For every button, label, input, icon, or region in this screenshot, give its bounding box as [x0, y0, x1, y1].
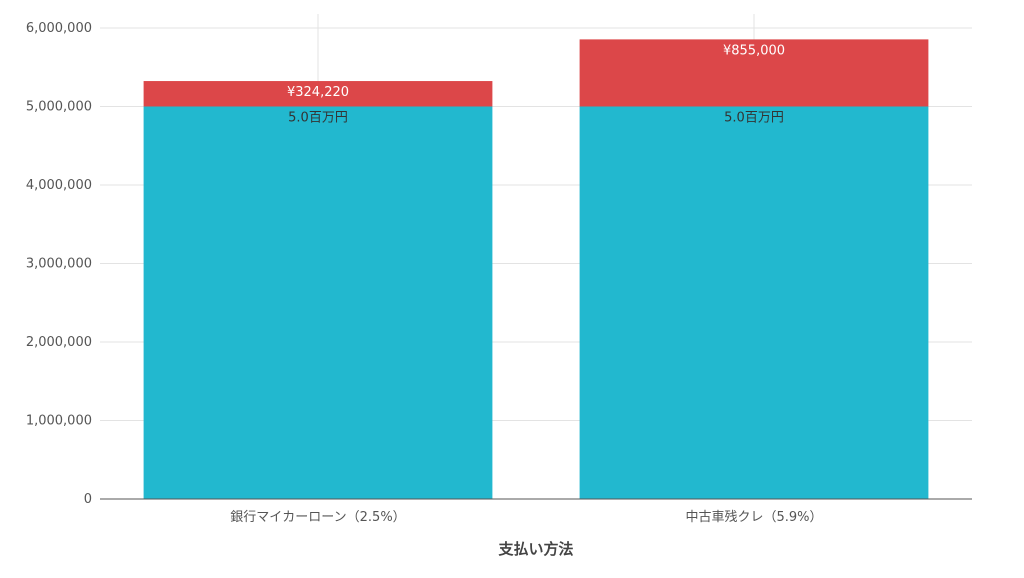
y-tick-label: 3,000,000: [26, 257, 92, 272]
bar-segment: [579, 39, 929, 107]
x-tick-label: 銀行マイカーローン（2.5%）: [230, 510, 405, 525]
data-label: ¥324,220: [287, 85, 349, 100]
y-tick-label: 0: [84, 492, 92, 507]
data-label: 5.0百万円: [724, 111, 784, 126]
y-tick-label: 2,000,000: [26, 335, 92, 350]
y-tick-label: 5,000,000: [26, 100, 92, 115]
bar-segment: [579, 106, 929, 499]
data-label: ¥855,000: [723, 43, 785, 58]
bar-segment: [143, 81, 493, 107]
label-layer: 5.0百万円 5.0百万円 ¥324,220 ¥855,000: [287, 43, 785, 125]
y-tick-label: 6,000,000: [26, 21, 92, 36]
y-tick-label: 1,000,000: [26, 414, 92, 429]
bar-layer: [143, 39, 929, 499]
x-tick-label: 中古車残クレ（5.9%）: [685, 510, 822, 525]
x-axis-title: 支払い方法: [497, 540, 573, 558]
data-label: 5.0百万円: [288, 111, 348, 126]
axis-layer: 0 1,000,000 2,000,000 3,000,000 4,000,000 5,0…: [26, 21, 972, 525]
bar-segment: [143, 106, 493, 499]
y-tick-label: 4,000,000: [26, 178, 92, 193]
